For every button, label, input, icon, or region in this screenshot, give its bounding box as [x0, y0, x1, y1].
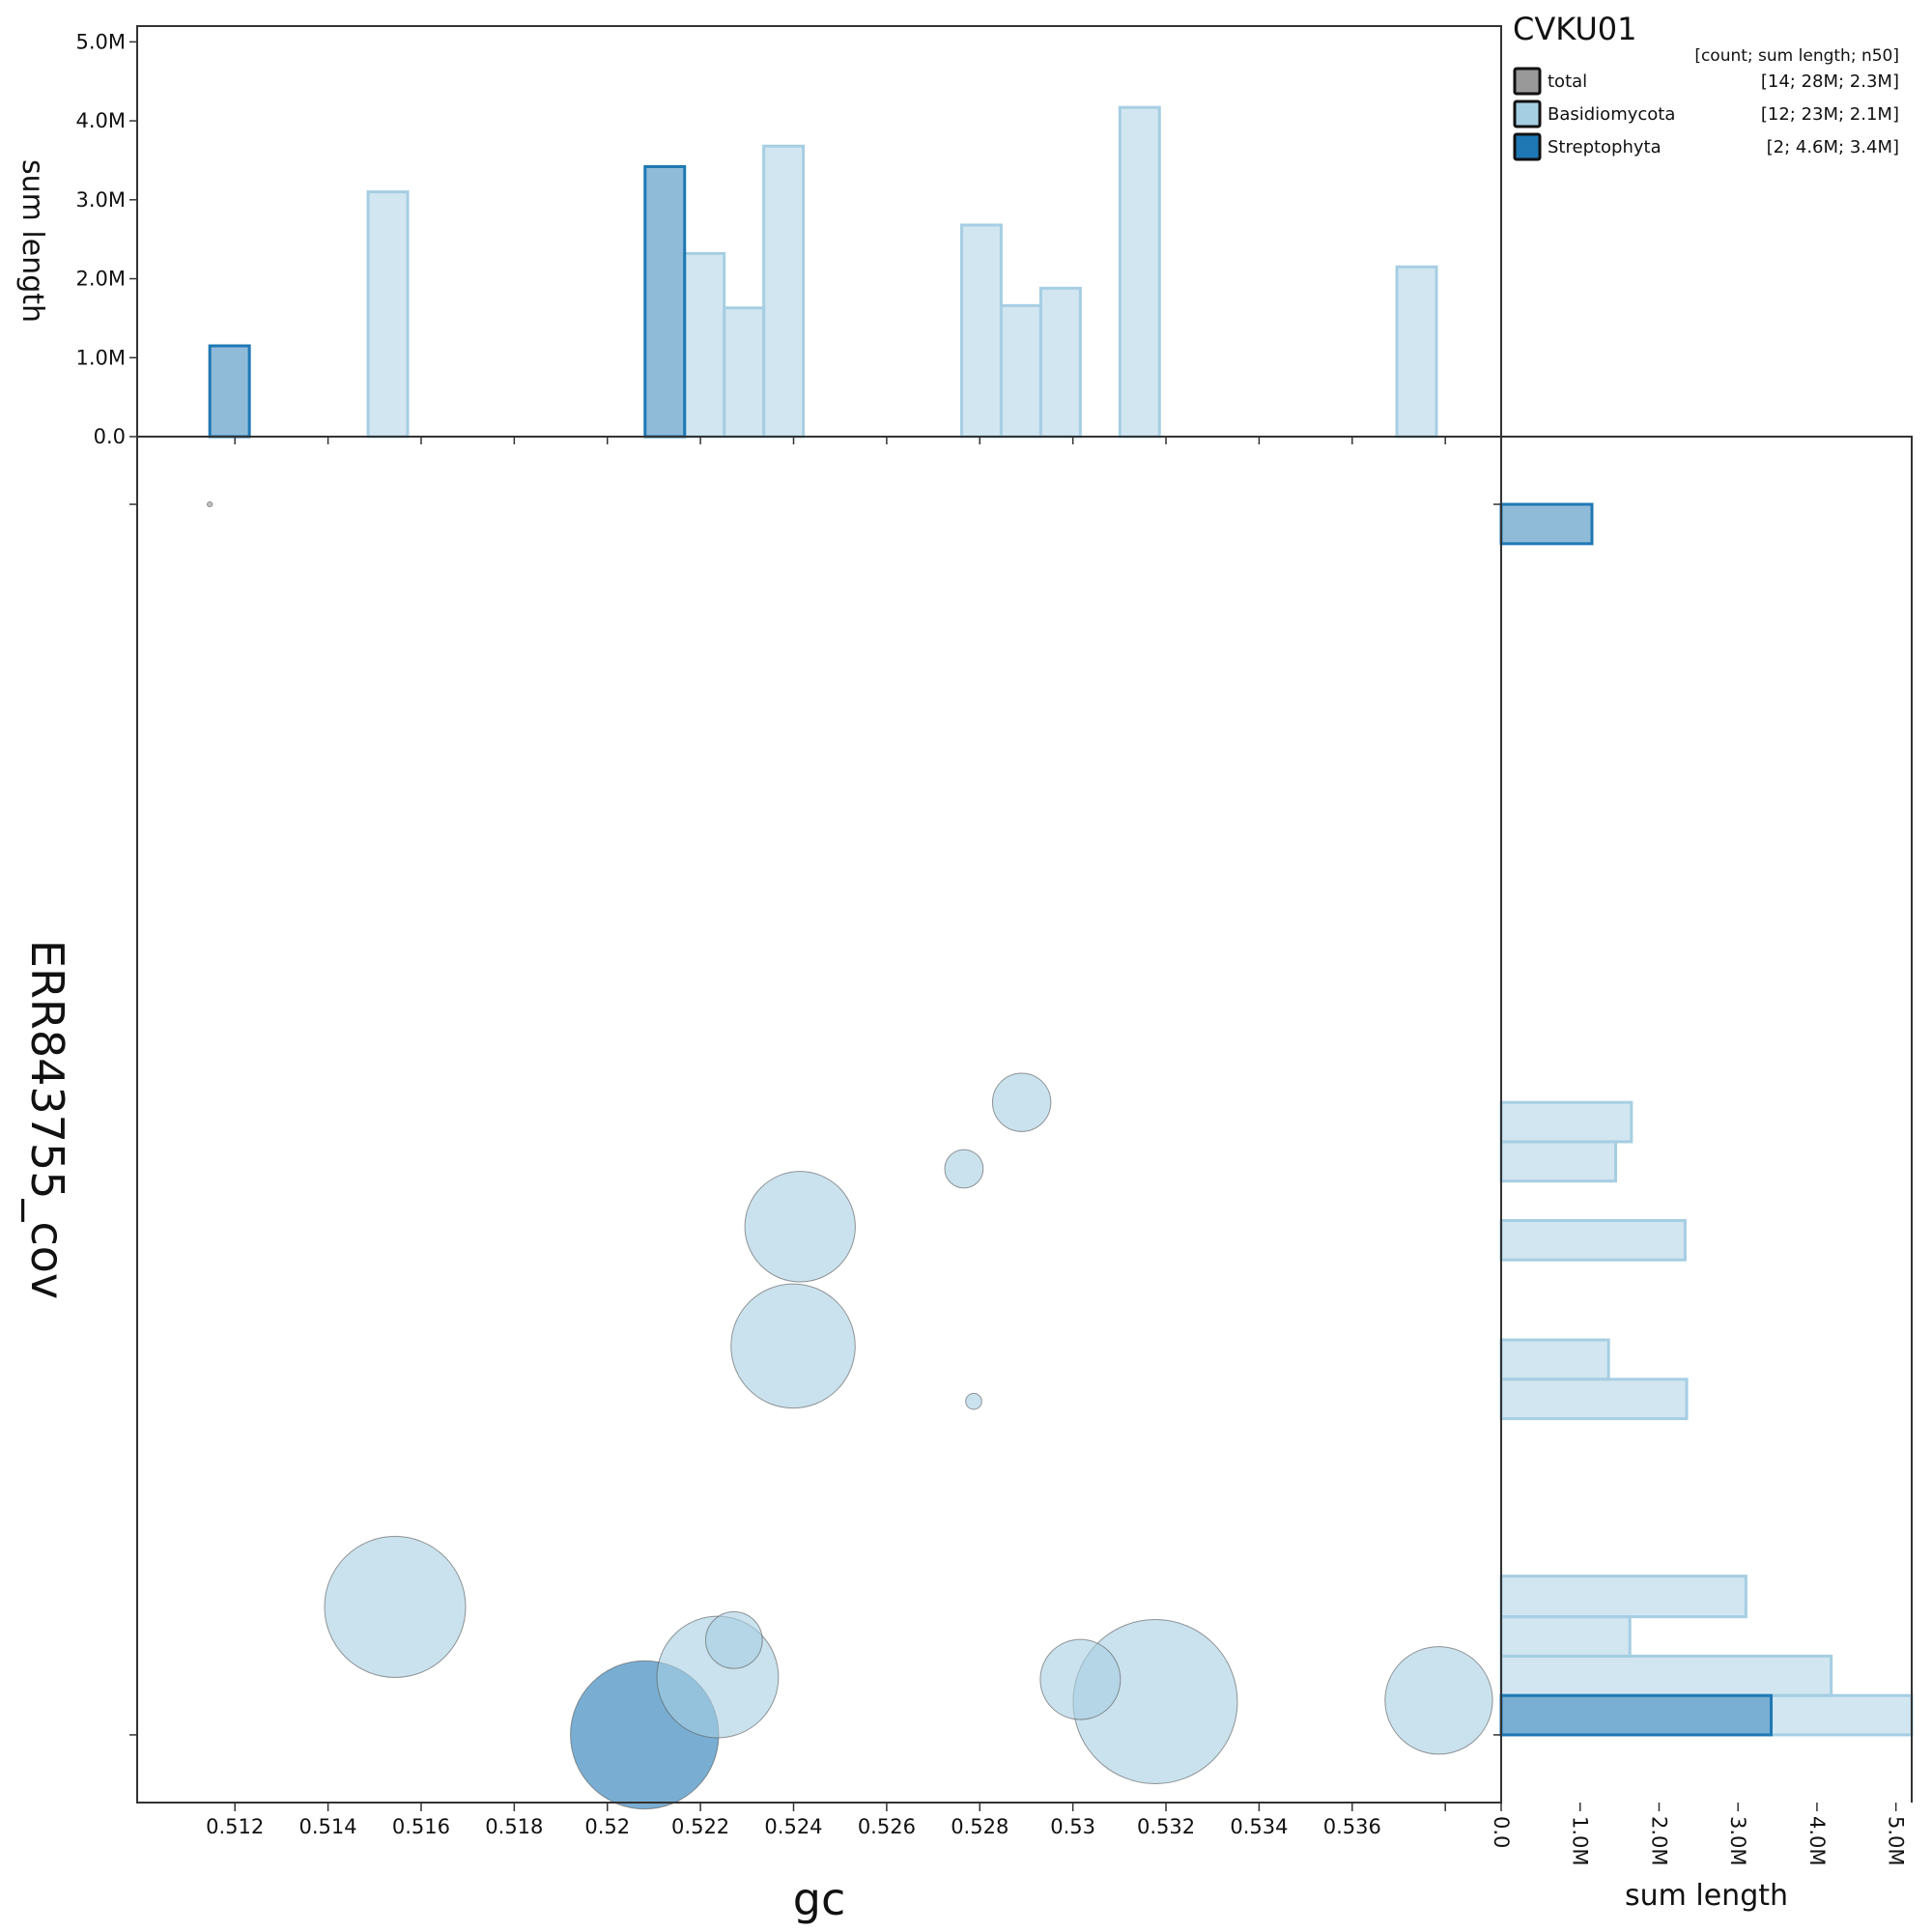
top-hist-tick-label: 4.0M: [75, 109, 126, 132]
scatter-point-basidiomycota: [704, 1611, 763, 1669]
side-hist-bar-basidiomycota: [1499, 1378, 1689, 1421]
top-hist-bar-basidiomycota: [683, 251, 726, 439]
scatter-point-basidiomycota: [1039, 1638, 1122, 1720]
side-hist-tick-label: 4.0M: [1805, 1816, 1829, 1866]
legend-stats-streptophyta: [2; 4.6M; 3.4M]: [1767, 137, 1899, 157]
top-panel-frame: [136, 25, 1502, 437]
scatter-point-basidiomycota: [944, 1149, 984, 1189]
x-tick-label: 0.532: [1137, 1815, 1195, 1838]
side-hist-tick-label: 0.0: [1490, 1816, 1513, 1848]
legend-stats-total: [14; 28M; 2.3M]: [1761, 71, 1899, 92]
legend-title: CVKU01: [1513, 11, 1637, 47]
legend-stats-basidiomycota: [12; 23M; 2.1M]: [1761, 104, 1899, 125]
top-hist-axis-label: sum length: [15, 159, 49, 323]
scatter-point-basidiomycota: [1384, 1646, 1493, 1755]
top-hist-bar-basidiomycota: [366, 190, 410, 439]
legend-swatch-basidiomycota: [1513, 99, 1542, 128]
side-panel-frame: [1501, 436, 1913, 1803]
scatter-point-total: [207, 500, 213, 508]
y-axis-label: ERR843755_cov: [21, 940, 73, 1299]
top-hist-bar-basidiomycota: [999, 303, 1042, 439]
x-tick-label: 0.528: [951, 1815, 1009, 1838]
side-hist-bar-basidiomycota: [1499, 1338, 1610, 1381]
x-tick-label: 0.514: [299, 1815, 357, 1838]
side-hist-bar-basidiomycota: [1499, 1100, 1634, 1144]
x-tick-label: 0.512: [206, 1815, 264, 1838]
side-hist-bar-basidiomycota: [1499, 1615, 1632, 1658]
side-hist-tick-label: 3.0M: [1726, 1816, 1749, 1866]
side-hist-bar-basidiomycota: [1499, 1575, 1747, 1619]
scatter-point-basidiomycota: [730, 1283, 856, 1409]
top-hist-tick-label: 2.0M: [75, 268, 126, 291]
top-histogram: [208, 105, 1438, 439]
side-hist-bar-basidiomycota: [1499, 1654, 1833, 1697]
side-hist-bar-basidiomycota: [1499, 1140, 1618, 1183]
top-hist-bar-basidiomycota: [1395, 265, 1438, 439]
side-hist-bar-basidiomycota: [1499, 1218, 1687, 1262]
top-hist-tick-label: 5.0M: [75, 30, 126, 53]
scatter-point-basidiomycota: [324, 1535, 467, 1678]
side-hist-tick-label: 5.0M: [1885, 1816, 1908, 1866]
x-tick-label: 0.536: [1323, 1815, 1381, 1838]
side-histogram: [1499, 502, 1914, 1737]
scatter-point-basidiomycota: [744, 1171, 856, 1283]
legend: CVKU01 [count; sum length; n50] total [14; …: [1513, 11, 1899, 161]
side-hist-bar-streptophyta: [1499, 502, 1594, 546]
top-hist-bar-basidiomycota: [723, 306, 766, 439]
side-hist-tick-label: 1.0M: [1569, 1816, 1592, 1866]
legend-swatch-total: [1513, 67, 1542, 96]
top-hist-bar-streptophyta: [208, 344, 251, 439]
x-tick-label: 0.522: [671, 1815, 729, 1838]
legend-label-streptophyta: Streptophyta: [1548, 137, 1662, 157]
top-hist-tick-label: 3.0M: [75, 188, 126, 212]
scatter-point-basidiomycota: [965, 1392, 982, 1410]
side-hist-bar-streptophyta: [1499, 1693, 1774, 1737]
legend-label-total: total: [1548, 71, 1587, 92]
scatter-point-basidiomycota: [991, 1072, 1052, 1132]
x-tick-label: 0.534: [1230, 1815, 1288, 1838]
top-hist-bar-basidiomycota: [1038, 286, 1082, 439]
legend-label-basidiomycota: Basidiomycota: [1548, 104, 1675, 125]
x-tick-label: 0.516: [392, 1815, 450, 1838]
top-hist-bar-basidiomycota: [959, 223, 1003, 439]
x-axis-label: gc: [793, 1873, 846, 1925]
main-panel-frame: [136, 436, 1502, 1804]
axes: 0.512 0.514 0.516 0.518 0.52 0.522 0.524 0.526 0…: [15, 25, 1913, 1925]
legend-swatch-streptophyta: [1513, 132, 1542, 161]
scatter-panel: [207, 500, 1493, 1810]
top-hist-bar-streptophyta: [643, 164, 687, 439]
x-tick-label: 0.53: [1050, 1815, 1095, 1838]
top-hist-tick-label: 1.0M: [75, 346, 126, 369]
side-hist-tick-label: 2.0M: [1647, 1816, 1670, 1866]
x-tick-label: 0.526: [858, 1815, 916, 1838]
x-tick-label: 0.518: [485, 1815, 543, 1838]
top-hist-tick-label: 0.0: [94, 425, 126, 448]
x-tick-label: 0.524: [764, 1815, 822, 1838]
legend-header: [count; sum length; n50]: [1694, 46, 1899, 66]
side-hist-axis-label: sum length: [1625, 1879, 1788, 1913]
x-tick-label: 0.52: [584, 1815, 630, 1838]
top-hist-bar-basidiomycota: [762, 144, 806, 439]
top-hist-bar-basidiomycota: [1118, 105, 1161, 439]
